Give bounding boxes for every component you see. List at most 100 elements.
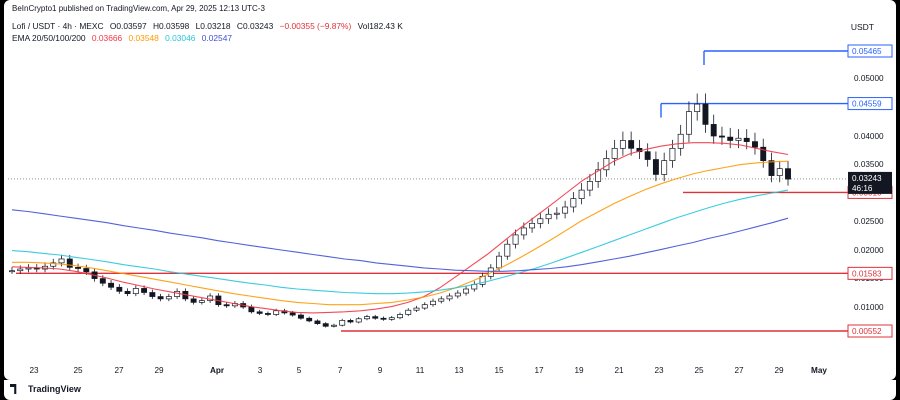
candle-body — [677, 133, 684, 149]
candle-body — [595, 169, 602, 182]
price-chart[interactable]: 0.010000.015000.020000.025000.030000.035… — [4, 0, 896, 380]
ema-legend[interactable]: EMA 20/50/100/200 0.03666 0.03548 0.0304… — [12, 33, 236, 43]
x-tick-label: 21 — [614, 366, 624, 375]
x-tick-label: 9 — [378, 366, 383, 375]
x-tick-label: 11 — [416, 366, 425, 375]
candle-body — [644, 151, 651, 160]
candle-body — [430, 300, 436, 306]
candle-body — [570, 198, 577, 208]
candle-body — [694, 103, 701, 112]
x-tick-label: 25 — [73, 366, 83, 375]
candle-body — [529, 222, 536, 229]
candle-body — [264, 313, 271, 315]
change-value: −0.00355 (−9.87%) — [279, 21, 352, 31]
publish-info: BeInCrypto1 published on TradingView.com… — [12, 4, 265, 13]
candle-body — [413, 307, 420, 311]
candle-body — [380, 317, 387, 320]
candle-body — [124, 290, 131, 295]
candle-body — [83, 268, 90, 273]
x-tick-label: 19 — [574, 366, 584, 375]
symbol-label[interactable]: Lofi / USDT · 4h · MEXC — [12, 21, 104, 31]
x-tick-label: May — [811, 366, 827, 375]
candle-body — [496, 255, 503, 269]
candle-body — [487, 267, 494, 277]
candle-body — [768, 160, 775, 176]
candle-body — [66, 258, 73, 268]
x-tick-label: Apr — [210, 366, 225, 375]
level-label-box — [847, 266, 893, 280]
candle-body — [785, 168, 791, 180]
candle-body — [17, 268, 24, 272]
candle-body — [364, 316, 370, 320]
candle-body — [512, 234, 519, 245]
tradingview-logo[interactable]: TradingView — [10, 384, 81, 394]
candle-body — [702, 103, 709, 125]
current-price-label: 0.03243 — [852, 174, 882, 183]
candle-body — [710, 124, 717, 137]
candle-body — [537, 218, 544, 224]
candle-body — [141, 288, 148, 293]
level-label-box — [847, 324, 893, 338]
candle-body — [223, 304, 230, 307]
currency-label[interactable]: USDT — [850, 22, 874, 32]
y-tick-label: 0.01000 — [854, 303, 884, 312]
candle-body — [314, 320, 321, 324]
candle-body — [132, 288, 139, 295]
current-price-box — [848, 171, 892, 194]
candle-body — [108, 282, 115, 288]
candle-body — [165, 296, 172, 300]
y-tick-label: 0.03500 — [854, 160, 884, 169]
x-tick-label: 27 — [114, 366, 124, 375]
x-tick-label: 23 — [654, 366, 664, 375]
candle-body — [586, 181, 593, 191]
candle-body — [611, 147, 618, 159]
x-tick-label: 25 — [694, 366, 704, 375]
candle-body — [454, 292, 461, 297]
candle-body — [669, 147, 676, 161]
ema-line-3 — [11, 209, 789, 272]
candle-body — [289, 312, 296, 316]
high-value: H0.03598 — [152, 21, 190, 31]
candle-body — [504, 243, 511, 257]
candle-body — [198, 300, 205, 303]
ema-label: EMA 20/50/100/200 — [12, 33, 86, 43]
x-tick-label: 7 — [338, 366, 343, 375]
y-tick-label: 0.02000 — [854, 246, 884, 255]
candle-body — [727, 136, 734, 141]
candle-body — [776, 168, 783, 176]
candle-body — [58, 258, 65, 264]
volume-value: Vol182.43 K — [357, 21, 403, 31]
candle-body — [735, 137, 742, 141]
candle-body — [562, 206, 569, 214]
candle-body — [339, 320, 346, 326]
x-tick-label: 29 — [774, 366, 784, 375]
brand-label: TradingView — [28, 384, 81, 394]
candle-body — [405, 309, 412, 315]
ema20-value: 0.03666 — [91, 33, 123, 43]
ema-line-2 — [11, 189, 789, 295]
candle-body — [520, 227, 527, 236]
candle-body — [652, 159, 659, 175]
x-tick-label: 5 — [297, 366, 302, 375]
ema200-value: 0.02547 — [201, 33, 233, 43]
open-value: O0.03597 — [109, 21, 147, 31]
candle-body — [99, 278, 106, 284]
ema-line-0 — [11, 142, 789, 314]
candle-body — [50, 262, 57, 267]
y-tick-label: 0.02500 — [854, 217, 884, 226]
level-label: 0.01583 — [852, 269, 882, 278]
x-tick-label: 13 — [454, 366, 464, 375]
candle-body — [719, 135, 725, 138]
x-tick-label: 27 — [734, 366, 744, 375]
candle-body — [619, 140, 626, 149]
candle-body — [306, 317, 313, 322]
candle-body — [446, 295, 453, 300]
chart-panel: 0.010000.015000.020000.025000.030000.035… — [4, 0, 896, 380]
candle-body — [463, 288, 469, 294]
tradingview-icon — [10, 384, 17, 394]
candle-body — [553, 212, 560, 215]
candle-body — [297, 314, 304, 319]
close-value: C0.03243 — [236, 21, 274, 31]
ema100-value: 0.03046 — [165, 33, 196, 43]
